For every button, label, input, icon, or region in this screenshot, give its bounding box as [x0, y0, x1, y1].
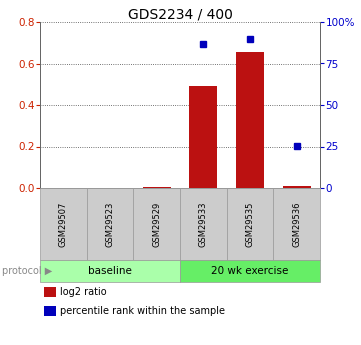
Text: GSM29529: GSM29529	[152, 201, 161, 247]
Text: GSM29536: GSM29536	[292, 201, 301, 247]
Text: protocol ▶: protocol ▶	[2, 266, 52, 276]
Text: GDS2234 / 400: GDS2234 / 400	[128, 8, 233, 22]
Text: GSM29523: GSM29523	[105, 201, 114, 247]
Bar	[189, 86, 217, 188]
Text: baseline: baseline	[88, 266, 132, 276]
Text: log2 ratio: log2 ratio	[60, 287, 106, 297]
Text: GSM29507: GSM29507	[59, 201, 68, 247]
Text: GSM29533: GSM29533	[199, 201, 208, 247]
Bar	[143, 187, 171, 188]
Bar	[283, 186, 311, 188]
Text: GSM29535: GSM29535	[245, 201, 255, 247]
Text: percentile rank within the sample: percentile rank within the sample	[60, 306, 225, 316]
Text: 20 wk exercise: 20 wk exercise	[211, 266, 289, 276]
Bar	[236, 52, 264, 188]
